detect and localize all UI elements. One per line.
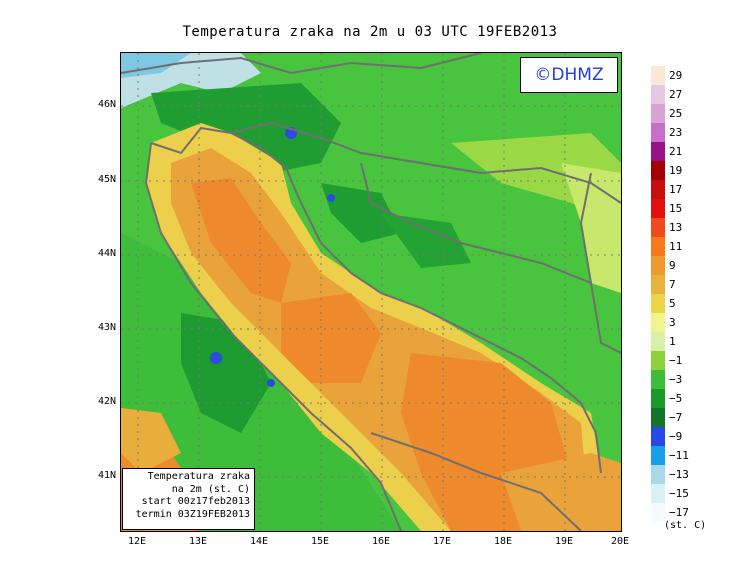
legend-label: −13	[669, 468, 689, 481]
apennine-cold-spot-2	[267, 379, 275, 387]
legend-label: −5	[669, 392, 683, 405]
legend-label: 23	[669, 126, 683, 139]
legend-label: 15	[669, 202, 683, 215]
info-line-2: na 2m (st. C)	[171, 483, 250, 495]
lon-label: 14E	[249, 536, 269, 547]
lon-label: 15E	[310, 536, 330, 547]
lon-label: 12E	[127, 536, 147, 547]
ionian-mid	[501, 453, 621, 531]
legend-label: 27	[669, 88, 683, 101]
lon-label: 13E	[188, 536, 208, 547]
legend-swatch	[651, 85, 665, 104]
legend-swatch	[651, 256, 665, 275]
legend-swatch	[651, 161, 665, 180]
alps-cold-core	[121, 53, 191, 78]
legend-label: −15	[669, 487, 689, 500]
legend-swatch	[651, 484, 665, 503]
legend-label: 25	[669, 107, 683, 120]
legend-label: 19	[669, 164, 683, 177]
lon-label: 19E	[554, 536, 574, 547]
legend-label: −3	[669, 373, 683, 386]
legend-swatch	[651, 427, 665, 446]
legend-swatch	[651, 66, 665, 85]
lat-label: 43N	[97, 322, 116, 333]
legend-swatch	[651, 104, 665, 123]
lat-label: 44N	[97, 248, 116, 259]
bosnia-dark-green	[381, 213, 471, 268]
coastline-italy-heel	[370, 432, 582, 531]
lon-label: 17E	[432, 536, 452, 547]
dhmz-logo: ©DHMZ	[520, 57, 618, 93]
legend-swatch	[651, 351, 665, 370]
legend-swatch	[651, 218, 665, 237]
central-adriatic-warm	[281, 293, 381, 383]
legend-label: 21	[669, 145, 683, 158]
legend-swatch	[651, 465, 665, 484]
info-line-4: termin 03Z19FEB2013	[135, 508, 250, 520]
legend-label: 13	[669, 221, 683, 234]
temperature-map: ©DHMZ Temperatura zraka na 2m (st. C) st…	[120, 52, 622, 532]
legend-unit: (st. C)	[664, 520, 707, 531]
lon-label: 20E	[610, 536, 630, 547]
legend-label: −9	[669, 430, 683, 443]
graticule	[121, 53, 621, 531]
lat-label: 46N	[97, 99, 116, 110]
legend-label: 7	[669, 278, 676, 291]
legend-label: 17	[669, 183, 683, 196]
legend-label: 3	[669, 316, 676, 329]
apennine-cold-spot	[210, 352, 222, 364]
lat-label: 41N	[97, 470, 116, 481]
coastline-west	[144, 142, 402, 531]
legend-label: −1	[669, 354, 683, 367]
legend-label: −17	[669, 506, 689, 519]
legend-swatch	[651, 389, 665, 408]
legend-label: 29	[669, 69, 683, 82]
border-croatia-north	[230, 121, 621, 204]
border-austria	[121, 53, 482, 75]
legend-swatch	[651, 180, 665, 199]
legend-label: 1	[669, 335, 676, 348]
velebit-cold-spot	[327, 194, 335, 202]
lon-label: 18E	[493, 536, 513, 547]
legend-swatch	[651, 275, 665, 294]
coastline-east	[150, 126, 602, 474]
legend-swatch	[651, 503, 665, 522]
border-serbia	[579, 172, 621, 354]
map-canvas	[121, 53, 621, 531]
legend-swatch	[651, 237, 665, 256]
legend-swatch	[651, 408, 665, 427]
legend-label: 11	[669, 240, 683, 253]
info-line-1: Temperatura zraka	[147, 471, 250, 482]
legend-swatch	[651, 313, 665, 332]
legend-label: 9	[669, 259, 676, 272]
info-line-3: start 00z17feb2013	[141, 496, 250, 507]
legend-swatch	[651, 199, 665, 218]
legend-swatch	[651, 446, 665, 465]
legend-label: 5	[669, 297, 676, 310]
lika-dark-green	[321, 183, 401, 243]
legend-swatch	[651, 142, 665, 161]
legend-swatch	[651, 294, 665, 313]
legend-label: −11	[669, 449, 689, 462]
map-title: Temperatura zraka na 2m u 03 UTC 19FEB20…	[182, 24, 558, 40]
lon-label: 16E	[371, 536, 391, 547]
border-bosnia	[360, 162, 592, 284]
lat-label: 45N	[97, 174, 116, 185]
lat-label: 42N	[97, 396, 116, 407]
legend-swatch	[651, 332, 665, 351]
legend-swatch	[651, 123, 665, 142]
tyrrhenian-mid	[121, 408, 181, 473]
legend-label: −7	[669, 411, 683, 424]
north-adriatic-warm	[191, 178, 291, 303]
serbia-light-green	[561, 163, 621, 293]
legend-swatch	[651, 370, 665, 389]
forecast-info-box: Temperatura zraka na 2m (st. C) start 00…	[122, 468, 255, 530]
